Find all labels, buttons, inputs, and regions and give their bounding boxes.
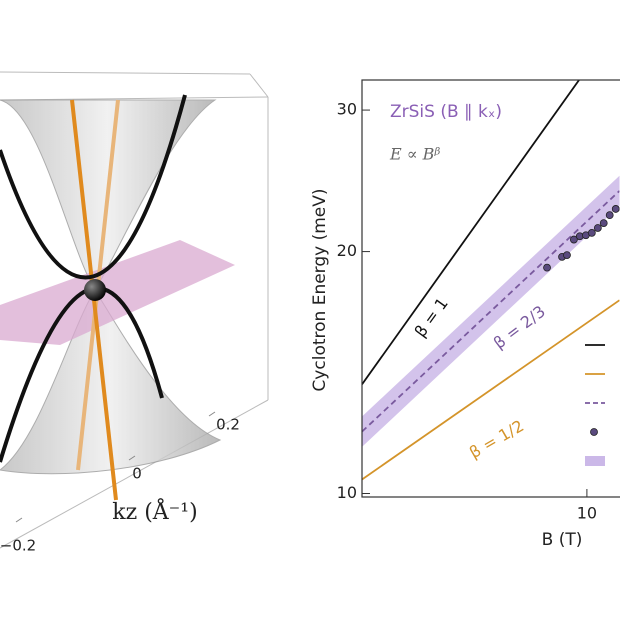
line-label: β = 1/2 <box>466 416 527 462</box>
k-tick-label: 0.2 <box>216 416 240 434</box>
x-axis-label: B (T) <box>542 530 583 550</box>
data-point <box>593 224 602 232</box>
fit-line <box>362 299 620 481</box>
band-structure-3d: 0.2 0 −0.2 kz (Å⁻¹) <box>0 71 269 555</box>
y-tick-label: 10 <box>337 483 357 502</box>
data-point <box>599 219 608 228</box>
plot-area <box>362 80 620 481</box>
chart-title: ZrSiS (B ∥ kₓ) <box>390 102 502 122</box>
fit-line <box>362 190 620 433</box>
y-tick-label: 20 <box>337 241 357 260</box>
y-tick-label: 30 <box>337 100 357 119</box>
legend-symbol <box>590 428 598 436</box>
k-axis-label: kz (Å⁻¹) <box>112 497 197 525</box>
data-point <box>605 211 614 220</box>
fit-line <box>362 80 580 385</box>
formula: E ∝ Bᵝ <box>389 145 440 164</box>
data-point <box>611 205 620 213</box>
data-point <box>543 263 551 272</box>
x-tick-label: 10 <box>577 504 597 523</box>
data-point <box>569 235 578 244</box>
chart: 10 20 30 10 B (T) Cyclotron Energy (meV) ZrSiS… <box>310 79 620 550</box>
k-tick-label: −0.2 <box>0 537 36 555</box>
k-tick-label: 0 <box>132 465 142 483</box>
y-axis-label: Cyclotron Energy (meV) <box>310 188 330 391</box>
legend-symbol <box>585 456 605 466</box>
line-label: β = 1 <box>411 294 452 341</box>
confidence-band <box>362 175 620 447</box>
data-point <box>587 228 596 237</box>
plot-frame <box>361 79 620 498</box>
data-point <box>563 251 571 259</box>
